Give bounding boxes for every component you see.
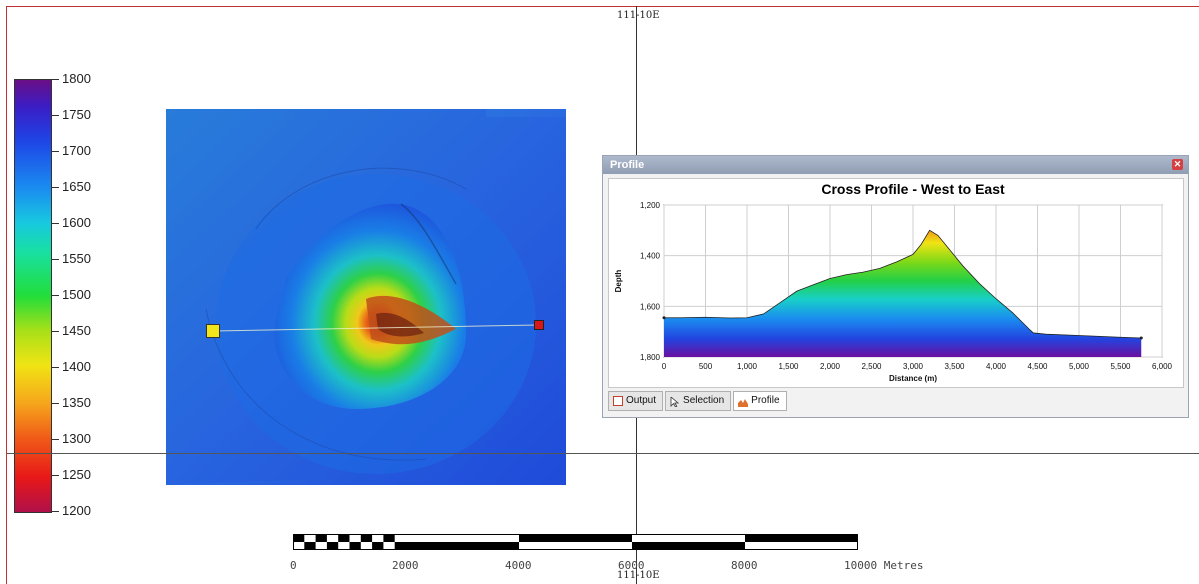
x-tick-label: 2,000	[820, 362, 841, 371]
x-tick-label: 2,500	[861, 362, 882, 371]
scale-checker-cell	[349, 542, 361, 550]
x-tick-label: 6,000	[1152, 362, 1173, 371]
bathymetry-image	[166, 109, 566, 485]
profile-end-marker[interactable]	[534, 320, 544, 330]
scale-segment	[745, 534, 858, 542]
cursor-icon	[670, 396, 680, 408]
scale-checker-cell	[304, 542, 316, 550]
profile-panel-titlebar[interactable]: Profile ✕	[603, 156, 1188, 174]
profile-end-point	[1139, 336, 1143, 340]
scale-segment	[519, 534, 632, 542]
x-tick-label: 500	[699, 362, 713, 371]
legend-tick	[51, 511, 59, 512]
scale-bar	[293, 534, 858, 550]
scale-checker-cell	[293, 534, 305, 542]
close-icon[interactable]: ✕	[1172, 159, 1183, 170]
profile-panel: Profile ✕ Cross Profile - West to East 0 5…	[602, 155, 1189, 418]
x-tick-label: 4,500	[1027, 362, 1048, 371]
tab-selection-label: Selection	[683, 395, 725, 406]
legend-label: 1550	[62, 251, 91, 266]
legend-tick	[51, 187, 59, 188]
profile-area	[664, 230, 1142, 357]
scale-bar-label: 2000	[392, 559, 419, 572]
frame-border-left	[6, 6, 7, 584]
legend-label: 1200	[62, 503, 91, 518]
scale-bar-label: 4000	[505, 559, 532, 572]
legend-tick	[51, 79, 59, 80]
scale-bar-border	[293, 534, 858, 550]
scale-bar-label: 8000	[731, 559, 758, 572]
scale-segment	[406, 542, 519, 550]
x-tick-label: 0	[662, 362, 667, 371]
x-tick-label: 1,500	[778, 362, 799, 371]
profile-chart-area: Cross Profile - West to East 0 500 1,000 1,5…	[608, 178, 1184, 388]
legend-tick	[51, 115, 59, 116]
x-tick-label: 3,500	[944, 362, 965, 371]
longitude-label-bottom: 111-10E	[617, 570, 660, 581]
profile-start-point	[662, 316, 666, 320]
legend-label: 1700	[62, 143, 91, 158]
legend-tick	[51, 295, 59, 296]
legend-label: 1350	[62, 395, 91, 410]
legend-tick	[51, 259, 59, 260]
legend-tick	[51, 331, 59, 332]
scale-bar-label: 10000 Metres	[844, 559, 924, 572]
tab-profile[interactable]: Profile	[733, 391, 787, 411]
legend-label: 1450	[62, 323, 91, 338]
profile-icon	[738, 396, 749, 407]
scale-checker-cell	[326, 542, 339, 550]
x-tick-label: 1,000	[737, 362, 758, 371]
x-tick-label: 3,000	[903, 362, 924, 371]
y-tick-label: 1,200	[640, 201, 661, 210]
legend-label: 1300	[62, 431, 91, 446]
scale-bar-label: 6000	[618, 559, 645, 572]
longitude-label-top: 111-10E	[617, 10, 660, 21]
legend-label: 1400	[62, 359, 91, 374]
scale-bar-graphic	[293, 534, 858, 550]
legend-tick	[51, 475, 59, 476]
latitude-gridline	[7, 453, 1199, 454]
x-tick-label: 5,500	[1110, 362, 1131, 371]
frame-border-top	[6, 6, 1199, 7]
scale-checker-cell	[372, 542, 384, 550]
depth-color-legend	[14, 79, 52, 513]
scale-checker-cell	[383, 534, 395, 542]
bathymetry-map[interactable]	[166, 109, 566, 485]
scale-bar-label: 0	[290, 559, 297, 572]
legend-label: 1650	[62, 179, 91, 194]
legend-tick	[51, 151, 59, 152]
legend-label: 1600	[62, 215, 91, 230]
legend-label: 1750	[62, 107, 91, 122]
legend-label: 1250	[62, 467, 91, 482]
profile-line	[664, 229, 1142, 339]
x-tick-label: 5,000	[1069, 362, 1090, 371]
legend-tick	[51, 439, 59, 440]
legend-label: 1500	[62, 287, 91, 302]
x-tick-label: 4,000	[986, 362, 1007, 371]
scale-checker-cell	[315, 534, 327, 542]
legend-label: 1800	[62, 71, 91, 86]
profile-chart: Cross Profile - West to East 0 500 1,000 1,5…	[614, 181, 1173, 383]
y-tick-label: 1,600	[640, 302, 661, 311]
tab-profile-label: Profile	[751, 395, 780, 406]
profile-start-marker[interactable]	[206, 324, 220, 338]
y-tick-label: 1,800	[640, 353, 661, 362]
chart-title: Cross Profile - West to East	[821, 181, 1005, 197]
tab-output-label: Output	[626, 395, 657, 406]
scale-checker-cell	[360, 534, 373, 542]
output-icon	[613, 396, 623, 406]
legend-tick	[51, 223, 59, 224]
tab-selection[interactable]: Selection	[665, 391, 732, 411]
y-tick-label: 1,400	[640, 252, 661, 261]
y-axis-label: Depth	[614, 270, 623, 293]
panel-tabs: Output Selection Profile	[608, 391, 789, 411]
profile-panel-title: Profile	[610, 159, 645, 171]
legend-tick	[51, 367, 59, 368]
legend-tick	[51, 403, 59, 404]
scale-checker-cell	[338, 534, 350, 542]
tab-output[interactable]: Output	[608, 391, 664, 411]
scale-checker-cell	[394, 542, 406, 550]
x-axis-label: Distance (m)	[889, 374, 937, 383]
scale-segment	[632, 542, 745, 550]
